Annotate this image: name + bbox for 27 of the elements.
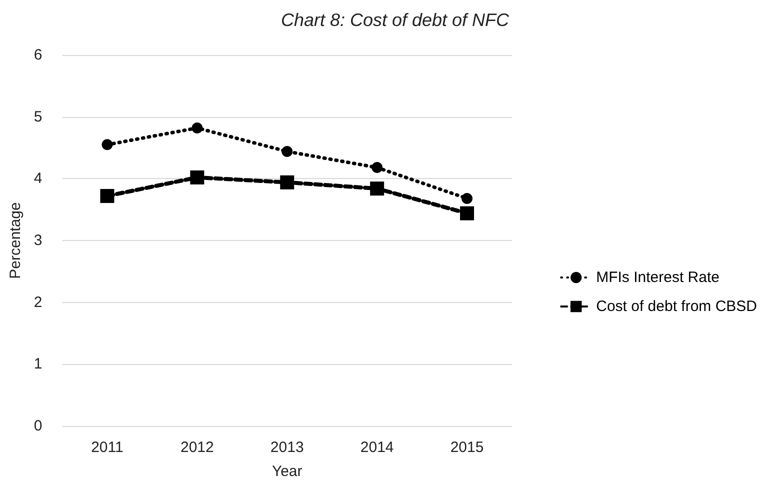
x-axis-title: Year — [272, 463, 302, 480]
y-tick-label: 3 — [34, 232, 42, 249]
x-tick-label: 2013 — [270, 439, 304, 456]
point — [462, 192, 473, 204]
point — [190, 170, 204, 184]
point — [460, 206, 474, 220]
legend-label: MFIs Interest Rate — [596, 269, 720, 286]
y-tick-label: 2 — [34, 294, 42, 311]
point — [370, 182, 384, 196]
x-tick-label: 2011 — [91, 439, 124, 456]
y-tick-label: 4 — [34, 170, 42, 188]
x-tick-label: 2014 — [360, 439, 394, 456]
legend-label: Cost of debt from CBSD — [596, 298, 758, 315]
x-tick-label: 2015 — [450, 439, 484, 456]
point — [100, 188, 114, 203]
y-tick-label: 0 — [34, 418, 42, 434]
y-tick-label: 1 — [34, 356, 42, 373]
point — [282, 146, 293, 157]
x-tick-label: 2012 — [180, 439, 214, 456]
y-tick-label: 6 — [34, 46, 42, 64]
point — [280, 175, 294, 190]
point — [102, 139, 113, 150]
chart-title: Chart 8: Cost of debt of NFC — [280, 10, 510, 30]
point — [372, 162, 383, 174]
y-axis-title: Percentage — [7, 202, 24, 279]
point — [192, 122, 203, 134]
y-tick-label: 5 — [34, 108, 42, 126]
